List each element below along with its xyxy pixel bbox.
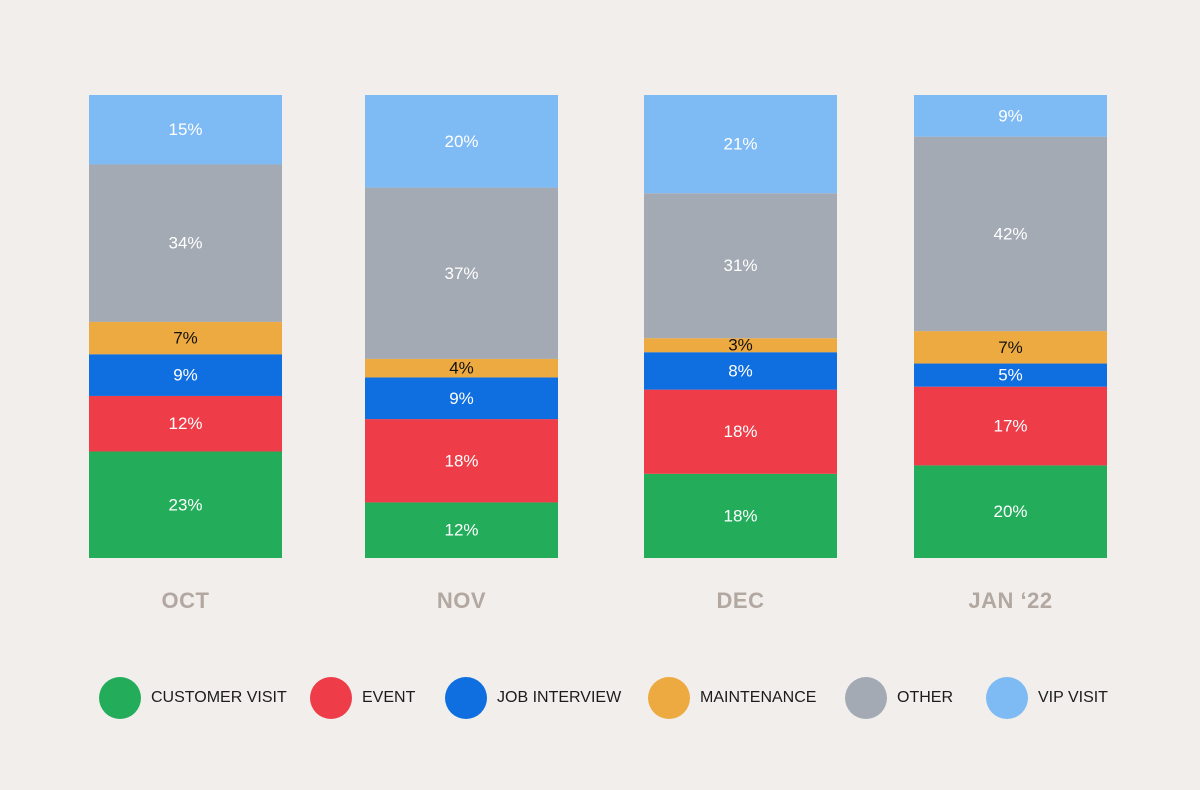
data-label-oct-job-interview: 9% (173, 366, 198, 385)
data-label-jan-22-job-interview: 5% (998, 366, 1023, 385)
segment-nov-other (365, 187, 558, 359)
legend-item-vip-visit: VIP VISIT (986, 676, 1108, 720)
segment-nov-event (365, 419, 558, 503)
data-label-nov-job-interview: 9% (449, 389, 474, 408)
segment-jan-22-customer-visit (914, 465, 1107, 558)
data-label-oct-maintenance: 7% (173, 329, 198, 348)
segment-dec-event (644, 389, 837, 474)
legend-item-job-interview: JOB INTERVIEW (445, 676, 621, 720)
legend-swatch-event (310, 677, 352, 719)
segment-oct-other (89, 164, 282, 322)
data-label-jan-22-event: 17% (993, 417, 1027, 436)
bar-oct: 23% 12% 9% 7% 34% 15% (89, 95, 282, 558)
data-label-jan-22-other: 42% (993, 224, 1027, 243)
legend-label-maintenance: MAINTENANCE (700, 689, 817, 706)
segment-dec-other (644, 193, 837, 339)
category-label-oct: OCT (162, 588, 210, 613)
legend-label-event: EVENT (362, 689, 416, 706)
segment-nov-customer-visit (365, 502, 558, 558)
bar-dec: 18% 18% 8% 3% 31% 21% (644, 95, 837, 558)
legend-label-job-interview: JOB INTERVIEW (497, 689, 622, 706)
segment-dec-vip-visit (644, 95, 837, 194)
legend-item-customer-visit: CUSTOMER VISIT (99, 676, 287, 720)
segment-nov-job-interview (365, 377, 558, 420)
segment-jan-22-job-interview (914, 363, 1107, 387)
category-label-nov: NOV (437, 588, 486, 613)
bar-nov: 12% 18% 9% 4% 37% 20% (365, 95, 558, 558)
legend-swatch-job-interview (445, 677, 487, 719)
data-label-jan-22-maintenance: 7% (998, 338, 1023, 357)
data-label-oct-event: 12% (168, 414, 202, 433)
segment-dec-maintenance (644, 338, 837, 353)
data-label-jan-22-customer-visit: 20% (993, 502, 1027, 521)
data-label-nov-customer-visit: 12% (444, 521, 478, 540)
data-label-oct-other: 34% (168, 234, 202, 253)
legend-swatch-maintenance (648, 677, 690, 719)
legend-label-other: OTHER (897, 689, 953, 706)
segment-jan-22-vip-visit (914, 95, 1107, 137)
data-label-oct-vip-visit: 15% (168, 120, 202, 139)
segment-oct-event (89, 395, 282, 452)
data-label-jan-22-vip-visit: 9% (998, 106, 1023, 125)
legend-swatch-customer-visit (99, 677, 141, 719)
data-label-nov-other: 37% (444, 264, 478, 283)
legend-swatch-other (845, 677, 887, 719)
segment-oct-job-interview (89, 354, 282, 396)
data-label-nov-maintenance: 4% (449, 359, 474, 378)
segment-oct-maintenance (89, 321, 282, 355)
data-label-dec-event: 18% (723, 422, 757, 441)
category-label-jan-22: JAN ‘22 (968, 588, 1052, 613)
data-label-nov-vip-visit: 20% (444, 132, 478, 151)
segment-nov-maintenance (365, 358, 558, 378)
legend-item-event: EVENT (310, 676, 415, 720)
legend-item-maintenance: MAINTENANCE (648, 676, 816, 720)
data-label-dec-other: 31% (723, 256, 757, 275)
segment-oct-customer-visit (89, 451, 282, 558)
segment-dec-job-interview (644, 352, 837, 390)
stacked-bar-chart: 23% 12% 9% 7% 34% 15% OCT 12% 18% 9% 4% 37% 20% NOV 18… (89, 95, 1107, 613)
category-label-dec: DEC (717, 588, 765, 613)
data-label-dec-job-interview: 8% (728, 361, 753, 380)
segment-oct-vip-visit (89, 95, 282, 165)
data-label-dec-vip-visit: 21% (723, 135, 757, 154)
segment-nov-vip-visit (365, 95, 558, 188)
segment-jan-22-other (914, 136, 1107, 332)
legend-item-other: OTHER (845, 676, 953, 720)
bar-jan-22: 20% 17% 5% 7% 42% 9% (914, 95, 1107, 558)
legend-label-customer-visit: CUSTOMER VISIT (151, 689, 287, 706)
segment-jan-22-event (914, 386, 1107, 466)
data-label-dec-maintenance: 3% (728, 336, 753, 355)
data-label-nov-event: 18% (444, 451, 478, 470)
data-label-dec-customer-visit: 18% (723, 506, 757, 525)
data-label-oct-customer-visit: 23% (168, 495, 202, 514)
segment-dec-customer-visit (644, 473, 837, 558)
segment-jan-22-maintenance (914, 331, 1107, 364)
legend-swatch-vip-visit (986, 677, 1028, 719)
legend-label-vip-visit: VIP VISIT (1038, 689, 1108, 706)
legend: CUSTOMER VISIT EVENT JOB INTERVIEW MAINTENA… (0, 676, 1200, 720)
